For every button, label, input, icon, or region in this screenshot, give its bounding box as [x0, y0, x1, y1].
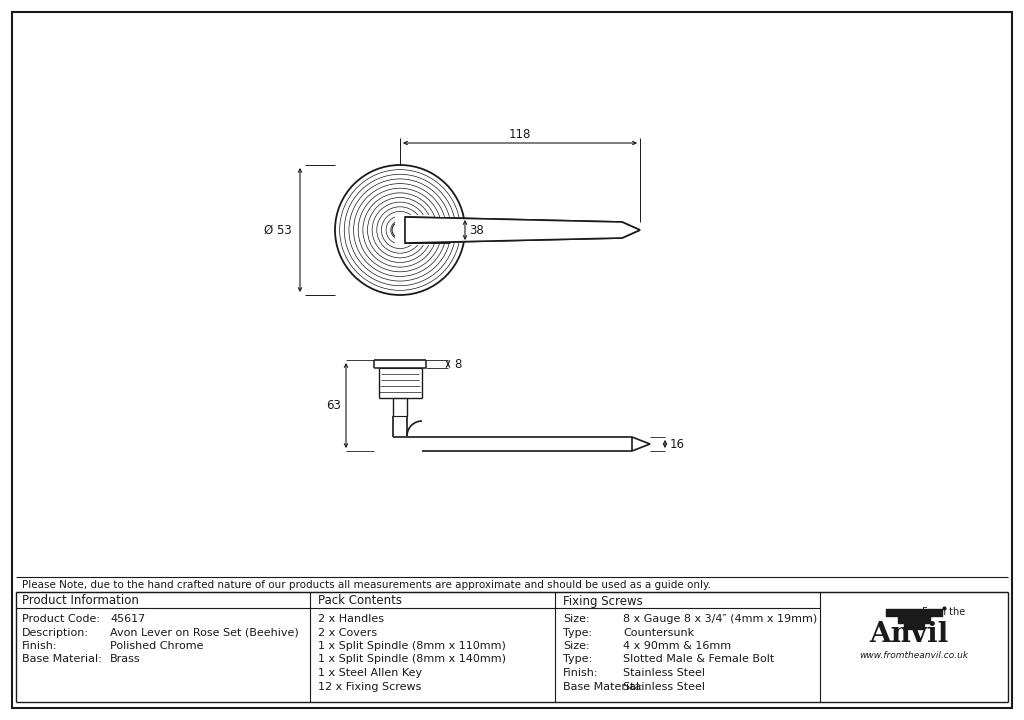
Text: Pack Contents: Pack Contents: [318, 595, 402, 608]
Text: 118: 118: [509, 128, 531, 142]
Text: 38: 38: [470, 223, 484, 236]
Text: 8: 8: [455, 358, 462, 371]
Text: 12 x Fixing Screws: 12 x Fixing Screws: [318, 682, 421, 691]
Polygon shape: [395, 215, 430, 245]
Text: From the: From the: [922, 607, 966, 617]
Text: 16: 16: [670, 438, 684, 451]
Text: 1 x Steel Allen Key: 1 x Steel Allen Key: [318, 668, 422, 678]
Text: Type:: Type:: [563, 654, 592, 665]
Polygon shape: [406, 217, 640, 243]
Text: www.fromtheanvil.co.uk: www.fromtheanvil.co.uk: [859, 650, 969, 660]
Text: Base Material:: Base Material:: [22, 654, 101, 665]
Text: Polished Chrome: Polished Chrome: [110, 641, 204, 651]
Text: Size:: Size:: [563, 614, 590, 624]
Text: Stainless Steel: Stainless Steel: [623, 682, 705, 691]
Text: Size:: Size:: [563, 641, 590, 651]
Text: Description:: Description:: [22, 628, 89, 637]
Text: 1 x Split Spindle (8mm x 140mm): 1 x Split Spindle (8mm x 140mm): [318, 654, 506, 665]
Text: Type:: Type:: [563, 628, 592, 637]
Text: Please Note, due to the hand crafted nature of our products all measurements are: Please Note, due to the hand crafted nat…: [22, 580, 711, 590]
Text: 2 x Handles: 2 x Handles: [318, 614, 384, 624]
Text: Brass: Brass: [110, 654, 140, 665]
Text: Anvil: Anvil: [869, 621, 948, 649]
Text: 2 x Covers: 2 x Covers: [318, 628, 377, 637]
Text: 8 x Gauge 8 x 3/4″ (4mm x 19mm): 8 x Gauge 8 x 3/4″ (4mm x 19mm): [623, 614, 817, 624]
Text: Base Material:: Base Material:: [563, 682, 643, 691]
Text: Countersunk: Countersunk: [623, 628, 694, 637]
Text: Avon Lever on Rose Set (Beehive): Avon Lever on Rose Set (Beehive): [110, 628, 299, 637]
Text: Product Information: Product Information: [22, 595, 139, 608]
Text: 45617: 45617: [110, 614, 145, 624]
Text: Fixing Screws: Fixing Screws: [563, 595, 643, 608]
Text: Ø 53: Ø 53: [264, 223, 292, 236]
Text: 1 x Split Spindle (8mm x 110mm): 1 x Split Spindle (8mm x 110mm): [318, 641, 506, 651]
Polygon shape: [632, 437, 650, 451]
Text: Finish:: Finish:: [22, 641, 57, 651]
Text: Finish:: Finish:: [563, 668, 598, 678]
Text: 63: 63: [327, 399, 341, 412]
Text: Product Code:: Product Code:: [22, 614, 100, 624]
Text: 4 x 90mm & 16mm: 4 x 90mm & 16mm: [623, 641, 731, 651]
Text: Stainless Steel: Stainless Steel: [623, 668, 705, 678]
Text: Slotted Male & Female Bolt: Slotted Male & Female Bolt: [623, 654, 774, 665]
